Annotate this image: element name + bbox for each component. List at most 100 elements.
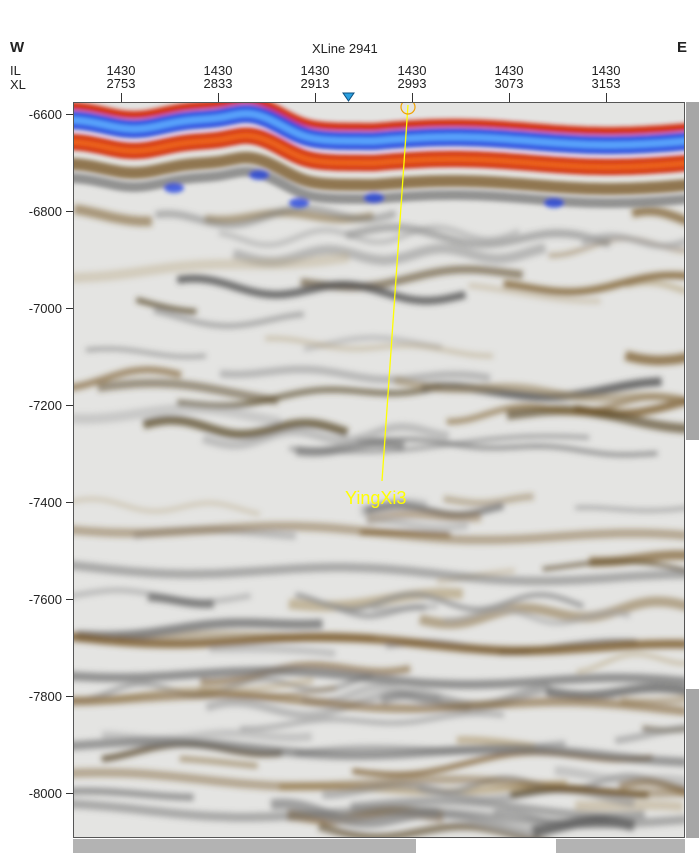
reflector-stroke bbox=[265, 335, 494, 359]
reflector-stroke bbox=[209, 645, 336, 658]
y-tickmark bbox=[66, 696, 73, 697]
reflector-stroke bbox=[295, 438, 405, 457]
amplitude-blob bbox=[544, 198, 564, 208]
x-tick-2: 1430 2833 bbox=[188, 64, 248, 90]
reflector-stroke bbox=[142, 415, 349, 440]
reflector-stroke bbox=[74, 366, 182, 391]
il-axis-tag: IL bbox=[10, 63, 21, 78]
reflector-stroke bbox=[76, 618, 323, 641]
reflector-stroke bbox=[575, 505, 684, 513]
horizontal-scrollbar-thumb-right[interactable] bbox=[556, 839, 685, 853]
reflector-stroke bbox=[443, 607, 631, 626]
x-tick-xl-label: 2993 bbox=[397, 76, 427, 91]
reflector-stroke bbox=[554, 766, 684, 786]
x-tickmark bbox=[606, 93, 607, 102]
reflector-stroke bbox=[443, 493, 534, 507]
reflector-stroke bbox=[618, 777, 684, 796]
amplitude-blob bbox=[249, 170, 269, 180]
x-tickmark bbox=[218, 93, 219, 102]
section-title: XLine 2941 bbox=[312, 41, 378, 56]
reflector-stroke bbox=[201, 422, 450, 450]
amplitude-blob bbox=[164, 183, 184, 193]
reflector-stroke bbox=[97, 378, 279, 405]
y-tick-label: -7200 bbox=[28, 398, 62, 413]
reflector-stroke bbox=[135, 297, 197, 315]
x-tick-xl-label: 3153 bbox=[591, 76, 621, 91]
reflector-stroke bbox=[334, 604, 427, 619]
y-tickmark bbox=[66, 502, 73, 503]
reflector-stroke bbox=[350, 796, 645, 820]
amplitude-blob bbox=[289, 198, 309, 208]
reflector-stroke bbox=[631, 206, 684, 225]
reflector-stroke bbox=[74, 632, 684, 656]
reflector-stroke bbox=[155, 204, 397, 229]
y-tick-label: -6600 bbox=[28, 107, 62, 122]
reflector-stroke bbox=[74, 690, 684, 716]
reflector-stroke bbox=[503, 271, 684, 296]
reflector-stroke bbox=[176, 274, 467, 305]
x-tick-xl-label: 3073 bbox=[494, 76, 524, 91]
reflector-stroke bbox=[218, 224, 521, 248]
x-tick-6: 1430 3153 bbox=[576, 64, 636, 90]
y-tick-label: -6800 bbox=[28, 204, 62, 219]
horizon-band bbox=[74, 103, 684, 135]
x-tick-5: 1430 3073 bbox=[479, 64, 539, 90]
reflector-stroke bbox=[468, 282, 601, 305]
vertical-scrollbar-thumb-top[interactable] bbox=[686, 102, 699, 440]
reflector-stroke bbox=[580, 232, 684, 249]
reflector-stroke bbox=[147, 592, 215, 609]
x-tick-il-label: 1430 bbox=[494, 63, 524, 78]
reflector-stroke bbox=[576, 652, 684, 674]
reflector-stroke bbox=[74, 252, 350, 283]
reflector-stroke bbox=[74, 737, 684, 767]
x-tickmark bbox=[412, 93, 413, 102]
reflector-stroke bbox=[85, 346, 207, 360]
y-tick-label: -7000 bbox=[28, 301, 62, 316]
reflector-stroke bbox=[365, 516, 469, 532]
reflector-stroke bbox=[418, 596, 684, 629]
well-trajectory[interactable] bbox=[381, 104, 409, 482]
reflector-stroke bbox=[74, 521, 684, 545]
reflector-stroke bbox=[179, 755, 259, 769]
reflector-stroke bbox=[366, 509, 482, 525]
x-tick-xl-label: 2833 bbox=[203, 76, 233, 91]
y-tick-label: -7800 bbox=[28, 689, 62, 704]
reflector-stroke bbox=[74, 204, 152, 227]
horizontal-scrollbar-thumb-left[interactable] bbox=[73, 839, 416, 853]
y-tickmark bbox=[66, 599, 73, 600]
x-tick-xl-label: 2913 bbox=[300, 76, 330, 91]
reflector-stroke bbox=[345, 223, 612, 249]
x-tick-il-label: 1430 bbox=[591, 63, 621, 78]
east-label: E bbox=[677, 39, 688, 56]
y-tickmark bbox=[66, 211, 73, 212]
intersection-marker-icon[interactable] bbox=[342, 92, 355, 102]
seismic-heatmap[interactable] bbox=[74, 103, 684, 837]
y-tick-label: -7600 bbox=[28, 592, 62, 607]
reflector-stroke bbox=[74, 787, 194, 801]
seismic-section[interactable] bbox=[73, 102, 685, 838]
reflector-stroke bbox=[393, 376, 683, 404]
y-tick-label: -7400 bbox=[28, 495, 62, 510]
reflector-stroke bbox=[153, 308, 305, 329]
reflector-stroke bbox=[200, 661, 412, 687]
west-label: W bbox=[10, 39, 25, 56]
x-tickmark bbox=[121, 93, 122, 102]
horizon-band bbox=[74, 110, 684, 149]
reflector-stroke bbox=[74, 799, 684, 829]
reflector-stroke bbox=[614, 724, 684, 745]
x-tickmark bbox=[509, 93, 510, 102]
reflector-stroke bbox=[542, 558, 684, 573]
well-label[interactable]: YingXi3 bbox=[345, 488, 407, 508]
wellhead-icon[interactable] bbox=[400, 103, 416, 115]
x-tick-xl-label: 2753 bbox=[106, 76, 136, 91]
y-tick-label: -8000 bbox=[28, 786, 62, 801]
horizon-band bbox=[74, 151, 684, 195]
reflector-stroke bbox=[74, 560, 684, 586]
reflector-stroke bbox=[239, 710, 505, 732]
vertical-scrollbar-thumb-bottom[interactable] bbox=[686, 689, 699, 838]
reflector-stroke bbox=[624, 350, 684, 366]
reflector-stroke bbox=[219, 365, 491, 384]
x-tick-3: 1430 2913 bbox=[285, 64, 345, 90]
y-tickmark bbox=[66, 793, 73, 794]
reflector-stroke bbox=[317, 822, 539, 837]
